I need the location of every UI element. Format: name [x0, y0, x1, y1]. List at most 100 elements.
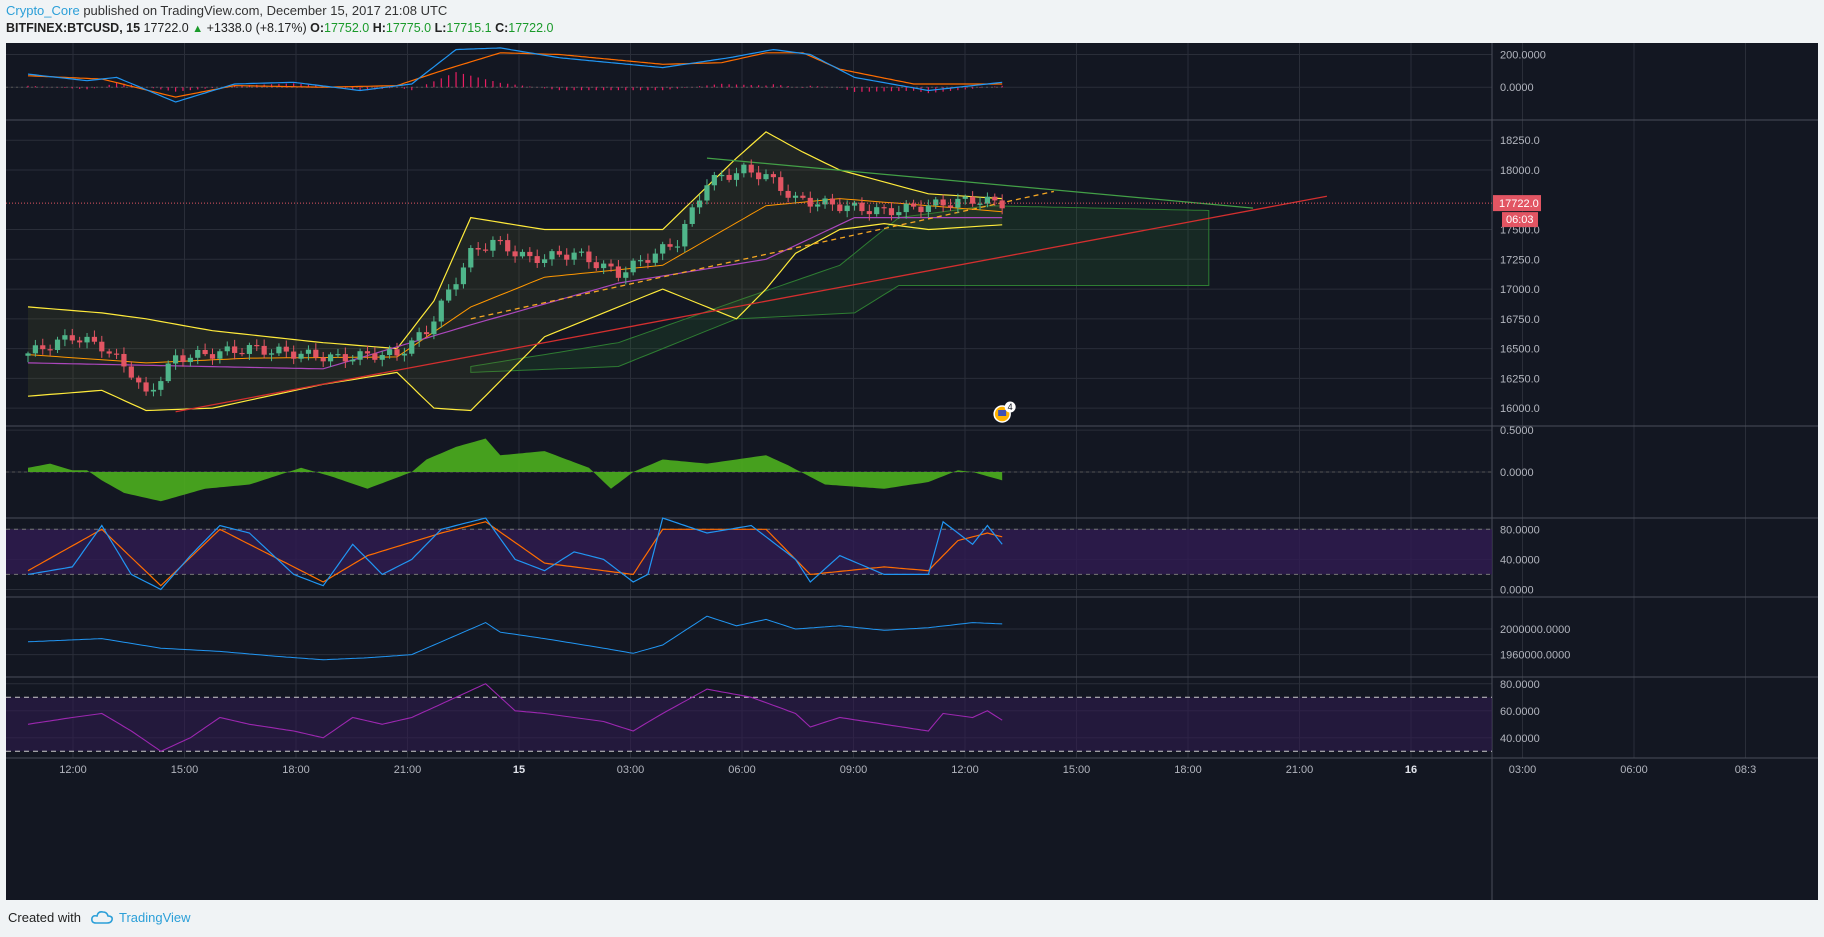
candle-body — [372, 353, 378, 360]
author-link[interactable]: Crypto_Core — [6, 3, 80, 18]
candle-body — [556, 251, 562, 255]
candle-body — [69, 335, 75, 341]
candle-body — [195, 349, 201, 358]
candle-body — [239, 352, 245, 355]
candle-body — [128, 366, 134, 378]
x-tick-label: 21:00 — [1286, 764, 1314, 776]
y-tick-label: 17500.0 — [1500, 225, 1540, 237]
candle-body — [911, 203, 917, 207]
candle-body — [992, 196, 998, 201]
candle-body — [881, 207, 887, 209]
x-tick-label: 15:00 — [1063, 764, 1091, 776]
x-tick-label: 12:00 — [951, 764, 979, 776]
candle-body — [446, 289, 452, 301]
candle-body — [313, 349, 319, 358]
candle-body — [792, 195, 799, 198]
candle-body — [578, 251, 585, 253]
y-tick-label: 200.0000 — [1500, 49, 1546, 61]
candle-body — [564, 254, 570, 260]
x-tick-label: 18:00 — [1174, 764, 1202, 776]
candle-body — [497, 239, 503, 242]
candle-body — [490, 239, 496, 251]
candle-body — [342, 354, 348, 362]
candle-body — [416, 332, 422, 341]
candle-body — [763, 174, 769, 180]
published-text: published on TradingView.com, December 1… — [83, 3, 448, 18]
y-tick-label: 80.0000 — [1500, 524, 1540, 536]
candle-body — [379, 354, 385, 360]
close-label: C: — [495, 21, 509, 35]
rsi-band — [6, 697, 1492, 752]
candle-body — [571, 252, 577, 260]
macd-line — [27, 47, 1003, 103]
candle-body — [933, 199, 939, 206]
candle-body — [888, 208, 895, 216]
footer: Created with TradingView — [8, 910, 191, 925]
up-arrow-icon: ▲ — [192, 23, 204, 35]
candle-body — [527, 251, 533, 257]
candle-body — [54, 339, 61, 350]
y-tick-label: 40.0000 — [1500, 733, 1540, 745]
candle-body — [970, 196, 976, 204]
y-tick-label: 0.0000 — [1500, 584, 1534, 596]
candle-body — [866, 211, 872, 215]
candle-body — [394, 349, 400, 356]
candle-body — [674, 246, 681, 248]
x-tick-label: 16 — [1405, 764, 1417, 776]
event-badge-count: 4 — [1008, 402, 1013, 412]
candle-body — [276, 346, 282, 354]
countdown-label-bg — [1502, 212, 1538, 228]
candle-body — [209, 354, 216, 359]
y-tick-label: 1960000.0000 — [1500, 650, 1570, 662]
candle-body — [682, 223, 688, 247]
candle-body — [91, 336, 98, 342]
symbol-legend: BITFINEX:BTCUSD, 15 17722.0 ▲ +1338.0 (+… — [6, 21, 553, 35]
publish-info: Crypto_Core published on TradingView.com… — [6, 3, 447, 18]
candle-body — [505, 240, 511, 252]
chart-area[interactable]: 12:00 15:00 18:00 21:00 15 03:00 06:00 09:00 12:… — [6, 43, 1818, 900]
candle-body — [815, 204, 821, 207]
candle-body — [601, 263, 607, 269]
x-tick-label: 03:00 — [617, 764, 645, 776]
candle-body — [962, 196, 968, 199]
symbol-name[interactable]: BITFINEX:BTCUSD, 15 — [6, 21, 141, 35]
candle-body — [719, 174, 725, 177]
candle-body — [549, 251, 555, 260]
candle-body — [822, 198, 828, 205]
candle-body — [741, 164, 747, 174]
candle-body — [615, 266, 621, 278]
candle-body — [431, 321, 437, 335]
candle-body — [837, 204, 843, 212]
candle-body — [143, 382, 149, 392]
candle-body — [593, 262, 599, 269]
low-value: 17715.1 — [446, 21, 492, 35]
y-tick-label: 80.0000 — [1500, 679, 1540, 691]
candle-body — [327, 354, 334, 362]
candle-body — [778, 177, 784, 191]
candle-body — [283, 346, 289, 352]
x-tick-label: 03:00 — [1509, 764, 1537, 776]
candle-body — [645, 260, 651, 263]
y-tick-label: 16250.0 — [1500, 373, 1540, 385]
y-tick-label: 0.5000 — [1500, 425, 1534, 437]
stochastic-band — [6, 529, 1492, 575]
countdown-label: 06:03 — [1506, 214, 1534, 226]
candle-body — [254, 345, 260, 347]
candle-body — [423, 332, 430, 335]
low-label: L: — [434, 21, 447, 35]
candle-body — [62, 335, 68, 340]
candle-body — [829, 198, 836, 205]
tradingview-link[interactable]: TradingView — [119, 910, 191, 925]
candle-body — [106, 351, 112, 354]
candle-body — [121, 353, 127, 367]
stochastic-k-line — [27, 517, 1003, 591]
candle-body — [733, 173, 740, 180]
candle-body — [298, 353, 304, 359]
candle-body — [534, 256, 540, 263]
x-tick-label: 15 — [513, 764, 525, 776]
close-value: 17722.0 — [508, 21, 554, 35]
created-with-label: Created with — [8, 910, 81, 925]
candle-body — [859, 202, 865, 212]
candle-body — [940, 199, 946, 206]
x-tick-label: 18:00 — [282, 764, 310, 776]
